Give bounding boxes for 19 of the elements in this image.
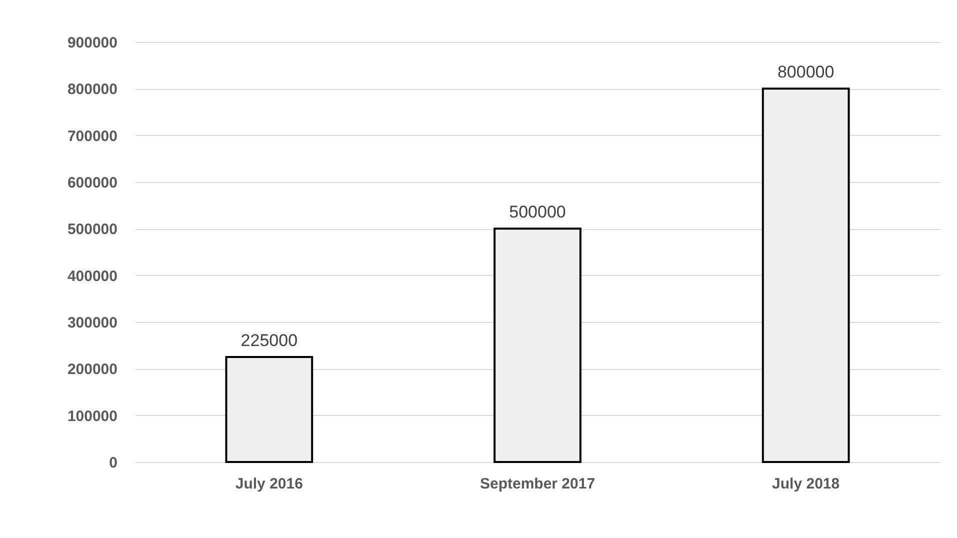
y-tick-label: 400000 bbox=[67, 268, 118, 285]
data-label: 225000 bbox=[240, 331, 298, 350]
y-tick-label: 500000 bbox=[67, 221, 118, 238]
data-label: 800000 bbox=[777, 62, 834, 82]
data-label: 500000 bbox=[509, 202, 566, 222]
x-tick-label: September 2017 bbox=[480, 476, 596, 492]
y-tick-label: 800000 bbox=[67, 81, 118, 98]
y-tick-label: 300000 bbox=[67, 314, 118, 332]
y-tick-label: 700000 bbox=[67, 128, 118, 145]
y-tick-label: 100000 bbox=[67, 408, 118, 425]
y-tick-label: 900000 bbox=[67, 34, 118, 52]
bar bbox=[494, 228, 582, 463]
bar bbox=[225, 356, 314, 463]
y-tick-label: 0 bbox=[109, 454, 118, 472]
y-tick-label: 600000 bbox=[67, 174, 118, 192]
y-tick-label: 200000 bbox=[67, 361, 118, 378]
x-tick-label: July 2018 bbox=[772, 476, 840, 492]
bar bbox=[762, 88, 850, 463]
x-tick-label: July 2016 bbox=[235, 476, 303, 492]
